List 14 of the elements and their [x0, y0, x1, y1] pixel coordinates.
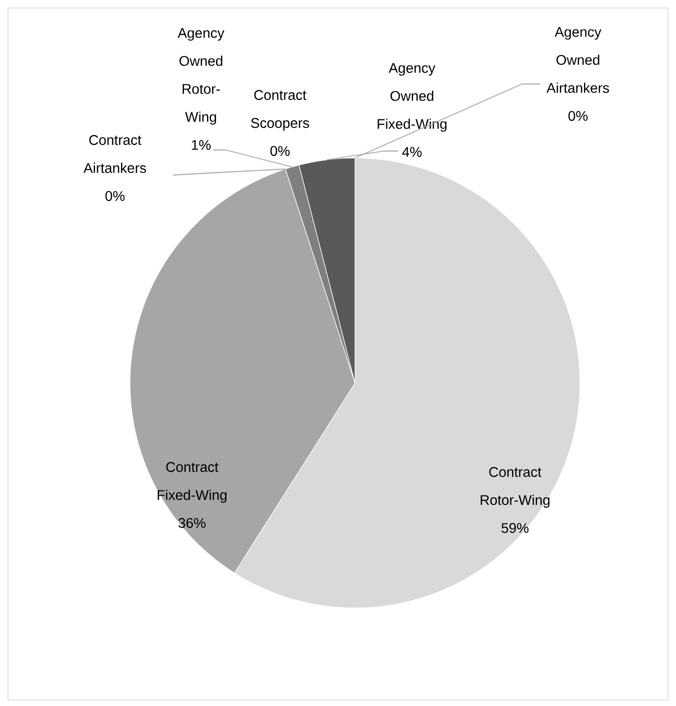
- category-label: Contract Scoopers: [251, 90, 310, 131]
- category-label: Agency Owned Airtankers: [546, 27, 609, 93]
- data-label: 1%: [192, 140, 211, 150]
- data-label: 4%: [402, 147, 422, 157]
- category-label: Agency Owned Fixed-Wing: [378, 63, 446, 132]
- text: 0%: [270, 146, 290, 156]
- text: 0%: [568, 110, 588, 121]
- text: 0%: [105, 191, 125, 201]
- category-label: Contract Airtankers: [84, 135, 146, 173]
- data-label: 59%: [502, 523, 529, 533]
- category-label: Contract Fixed-Wing: [158, 462, 226, 503]
- category-label: Contract Rotor-Wing: [480, 467, 550, 508]
- data-label: 36%: [178, 518, 206, 528]
- category-label: Agency Owned Rotor-Wing: [178, 28, 224, 125]
